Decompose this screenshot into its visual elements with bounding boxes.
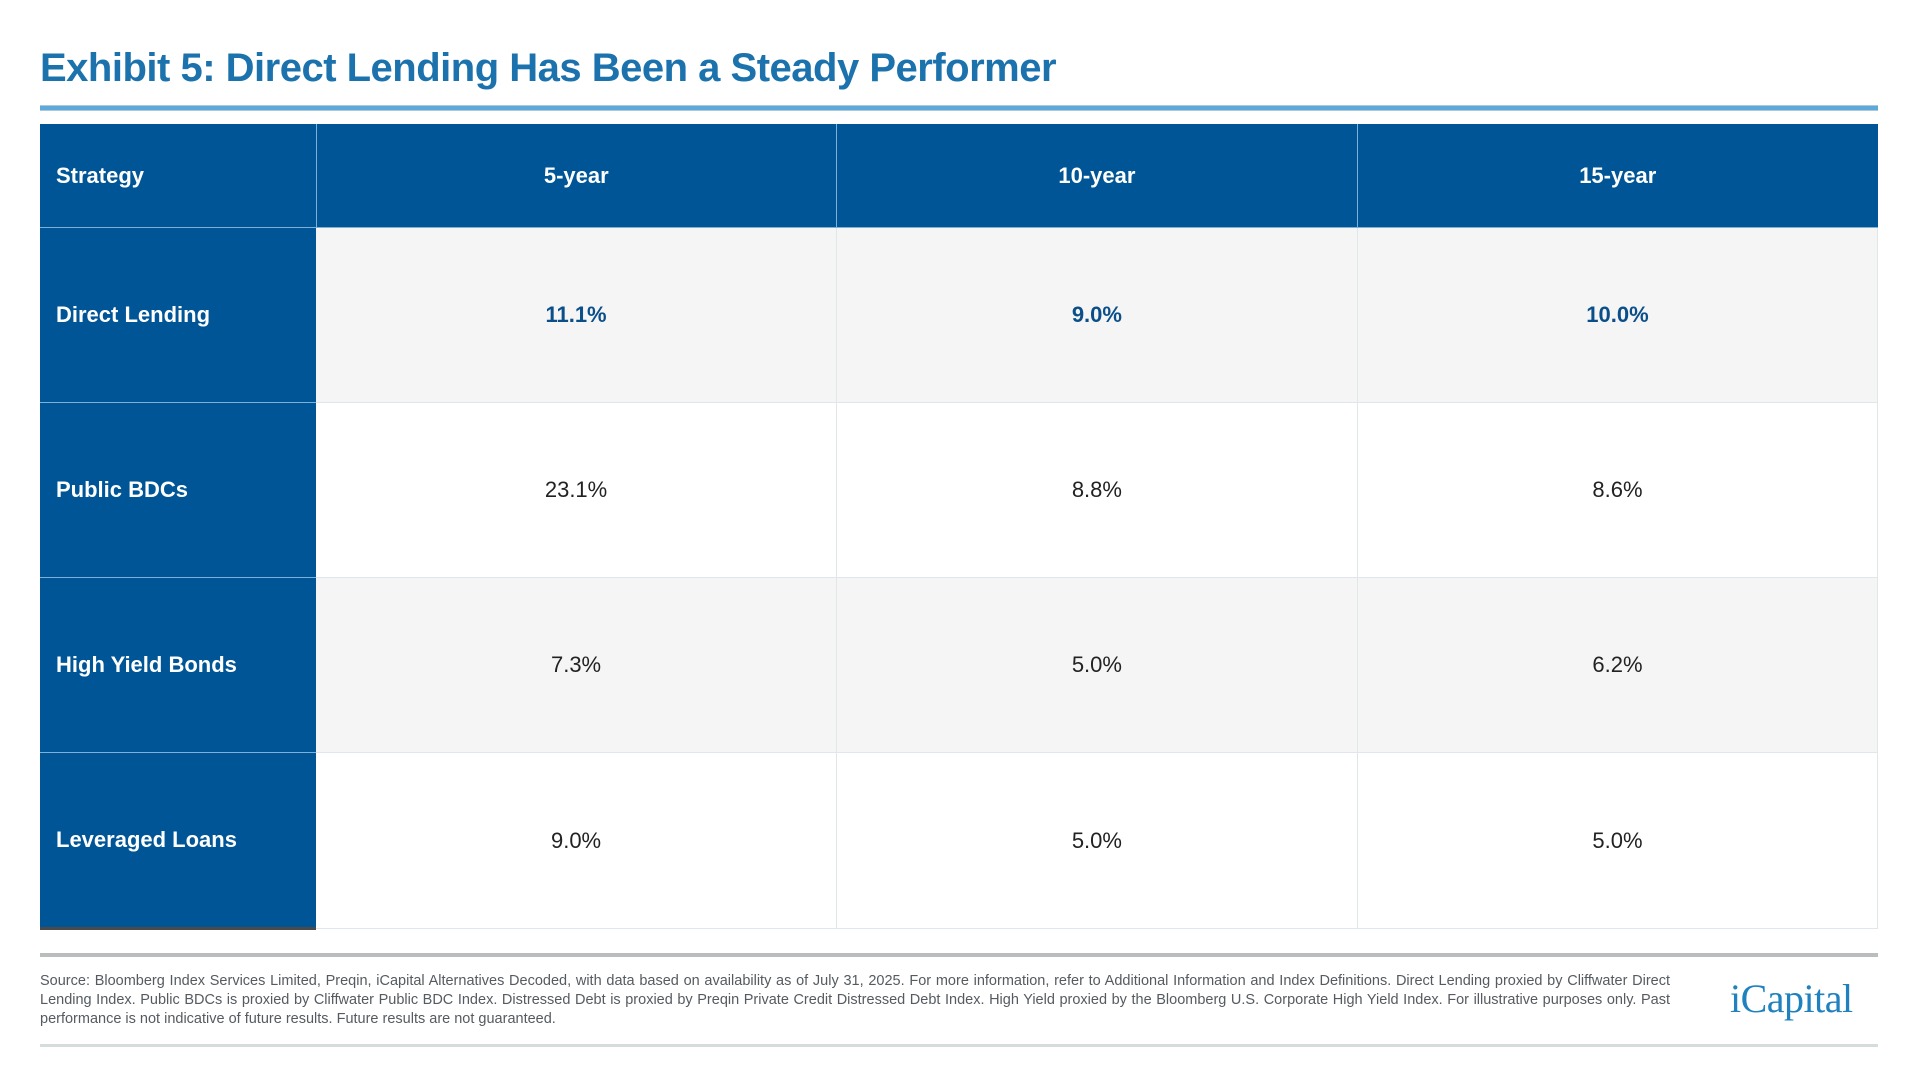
exhibit-title: Exhibit 5: Direct Lending Has Been a Ste… <box>40 46 1057 90</box>
table-row-leveraged-loans: Leveraged Loans 9.0% 5.0% 5.0% <box>40 752 1879 930</box>
value-10-year: 5.0% <box>836 577 1358 753</box>
header-10-year: 10-year <box>836 124 1358 228</box>
value-10-year: 8.8% <box>836 402 1358 578</box>
icapital-logo: iCapital <box>1730 976 1853 1021</box>
table-row-high-yield-bonds: High Yield Bonds 7.3% 5.0% 6.2% <box>40 577 1879 753</box>
strategy-label: Public BDCs <box>40 402 316 578</box>
value-5-year: 7.3% <box>316 577 838 753</box>
value-10-year: 5.0% <box>836 752 1358 929</box>
footer-divider-top <box>40 953 1878 957</box>
value-5-year: 23.1% <box>316 402 838 578</box>
performance-table: Strategy 5-year 10-year 15-year Direct L… <box>40 124 1879 930</box>
value-15-year: 5.0% <box>1357 752 1879 929</box>
table-row-direct-lending: Direct Lending 11.1% 9.0% 10.0% <box>40 227 1879 403</box>
value-5-year: 11.1% <box>316 227 838 403</box>
header-15-year: 15-year <box>1357 124 1878 228</box>
title-divider <box>40 105 1878 111</box>
value-5-year: 9.0% <box>316 752 838 929</box>
strategy-label: Leveraged Loans <box>40 752 316 930</box>
value-15-year: 10.0% <box>1357 227 1879 403</box>
value-10-year: 9.0% <box>836 227 1358 403</box>
value-15-year: 8.6% <box>1357 402 1879 578</box>
source-footnote: Source: Bloomberg Index Services Limited… <box>40 973 1670 1027</box>
table-row-public-bdcs: Public BDCs 23.1% 8.8% 8.6% <box>40 402 1879 578</box>
header-5-year: 5-year <box>316 124 838 228</box>
value-15-year: 6.2% <box>1357 577 1879 753</box>
strategy-label: Direct Lending <box>40 227 316 403</box>
strategy-label: High Yield Bonds <box>40 577 316 753</box>
table-header-row: Strategy 5-year 10-year 15-year <box>40 124 1878 228</box>
footer-divider-bottom <box>40 1044 1878 1047</box>
header-strategy: Strategy <box>40 124 317 228</box>
